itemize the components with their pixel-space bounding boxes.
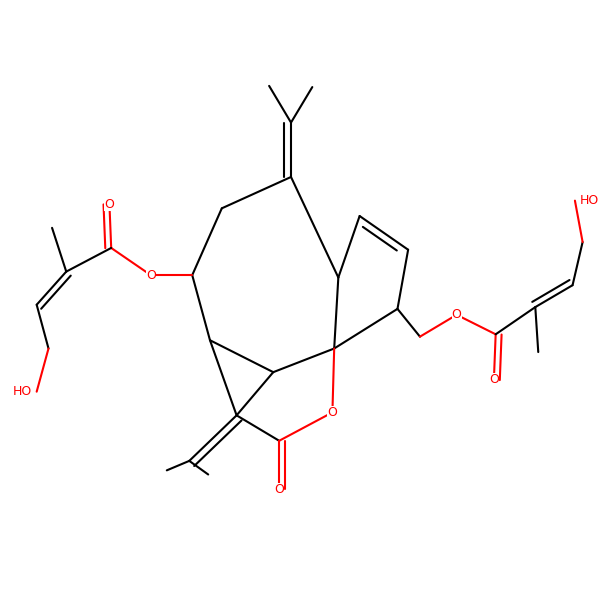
Text: O: O [328, 406, 337, 419]
Text: O: O [146, 269, 156, 281]
Text: O: O [274, 483, 284, 496]
Text: O: O [489, 373, 499, 386]
Text: O: O [104, 197, 115, 211]
Text: HO: HO [13, 385, 32, 398]
Text: HO: HO [580, 194, 599, 207]
Text: O: O [452, 308, 461, 321]
